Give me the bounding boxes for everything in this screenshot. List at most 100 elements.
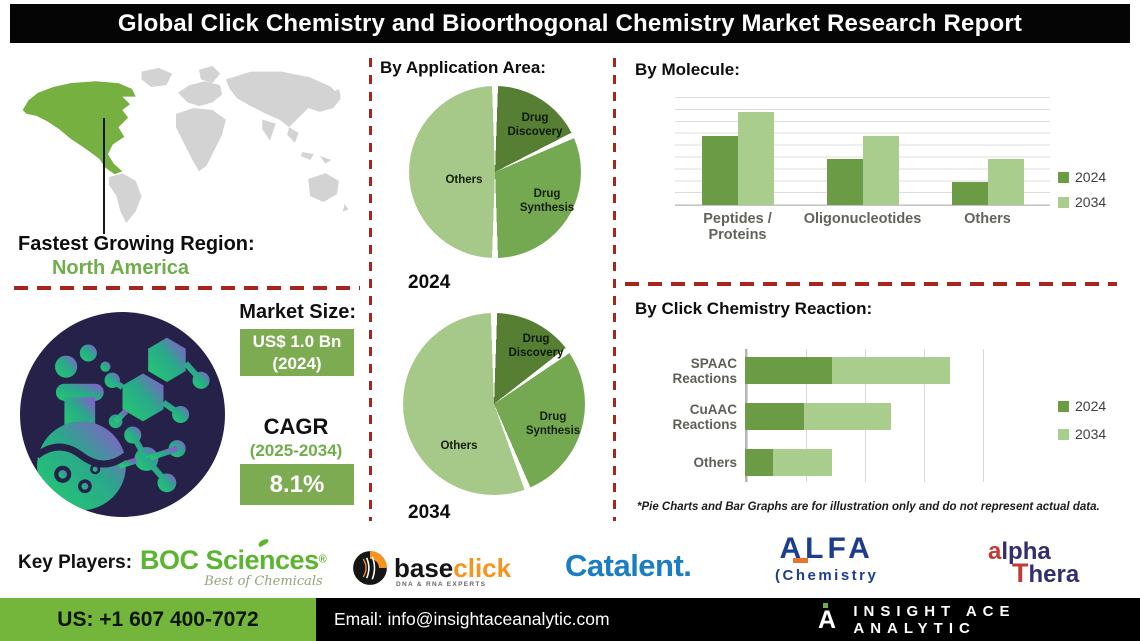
- map-pointer-line: [103, 118, 105, 234]
- segment-2024: [745, 449, 774, 476]
- legend-item-2024: 2024: [1058, 398, 1106, 414]
- bar-group-2: [925, 97, 1050, 205]
- pie-year-2034: 2034: [408, 502, 451, 523]
- brand-name: INSIGHT ACE ANALYTIC: [853, 603, 1016, 637]
- legend-label: 2024: [1075, 169, 1107, 185]
- divider-horizontal-left: [14, 286, 360, 290]
- pie-slice-label: Others: [445, 174, 483, 187]
- cagr-period: (2025-2034): [249, 441, 343, 460]
- legend-item-2024: 2024: [1058, 169, 1106, 185]
- legend-label: 2024: [1075, 398, 1107, 414]
- fastest-region-label: Fastest Growing Region:: [18, 233, 255, 255]
- logo-green-dot: [823, 603, 828, 608]
- divider-horizontal-right: [625, 282, 1117, 286]
- reaction-bar-chart: SPAAC Reactions CuAAC Reactions Others: [625, 356, 985, 495]
- footer-bar: US: +1 607 400-7072 Email: info@insighta…: [0, 598, 1140, 641]
- molecule-legend: 2024 2034: [1058, 169, 1106, 210]
- bar-2024: [951, 182, 988, 205]
- divider-vertical-right: [613, 58, 616, 521]
- reaction-row-label: Others: [693, 455, 737, 470]
- world-map: [15, 58, 360, 230]
- pie-slice-label: Drug Synthesis: [519, 188, 575, 214]
- market-size-value: US$ 1.0 Bn: [252, 332, 342, 352]
- molecule-category-labels: Peptides / Proteins Oligonucleotides Other…: [675, 211, 1050, 243]
- world-map-svg: [22, 65, 349, 224]
- alphathera-lpha: lpha: [1001, 538, 1051, 565]
- legend-item-2034: 2034: [1058, 426, 1106, 442]
- bar-2024: [701, 135, 738, 205]
- baseclick-base: base: [394, 553, 454, 583]
- alphathera-alpha-glyph: a: [988, 538, 1002, 565]
- market-size-heading: Market Size:: [239, 301, 356, 323]
- application-section-heading: By Application Area:: [380, 58, 546, 77]
- cagr-value-box: 8.1%: [240, 464, 354, 505]
- alfa-paren: (: [775, 567, 783, 584]
- logo-baseclick: baseclick DNA & RNA EXPERTS: [352, 550, 512, 588]
- logo-catalent: Catalent.: [565, 548, 692, 583]
- reaction-row-1: CuAAC Reactions: [625, 401, 985, 432]
- segment-2034: [804, 403, 892, 430]
- alphathera-hera: hera: [1028, 561, 1080, 589]
- baseclick-tagline: DNA & RNA EXPERTS: [396, 581, 487, 588]
- fastest-region-value: North America: [51, 257, 190, 279]
- pie-application-2024: Drug Discovery Drug Synthesis Others: [409, 86, 581, 258]
- market-size-year: (2024): [272, 353, 322, 373]
- segment-2034: [773, 449, 833, 476]
- page-title: Global Click Chemistry and Bioorthogonal…: [117, 9, 1023, 37]
- legend-label: 2034: [1075, 426, 1107, 442]
- pie-slice-label: Drug Synthesis: [525, 411, 581, 437]
- reaction-legend: 2024 2034: [1058, 398, 1106, 442]
- alfa-chemistry-text: Chemistry: [782, 567, 879, 584]
- reaction-row-2: Others: [625, 449, 985, 476]
- footer-email: Email: info@insightaceanalytic.com: [334, 609, 610, 629]
- market-size-value-box: US$ 1.0 Bn (2024): [240, 329, 354, 376]
- bar-group-1: [800, 97, 925, 205]
- legend-swatch-2024: [1058, 171, 1069, 183]
- reaction-row-track: [745, 449, 981, 476]
- alphathera-t-glyph: T: [1012, 558, 1029, 589]
- bar-group-0: [675, 97, 800, 205]
- alfa-wordmark: ALFA: [779, 532, 874, 565]
- segment-2024: [745, 403, 804, 430]
- bar-2034: [862, 135, 899, 205]
- molecule-section-heading: By Molecule:: [635, 60, 740, 79]
- pie-application-2034: Drug Discovery Drug Synthesis Others: [403, 313, 585, 495]
- north-america-highlight: [22, 81, 136, 175]
- reaction-section-heading: By Click Chemistry Reaction:: [635, 299, 873, 318]
- logo-alfa-chemistry: ALFA (Chemistry: [775, 532, 879, 585]
- pie-year-2024: 2024: [408, 272, 451, 293]
- category-label: Peptides / Proteins: [703, 211, 772, 243]
- reaction-row-track: [745, 357, 981, 384]
- reaction-row-track: [745, 403, 981, 430]
- alfa-orange-accent: [793, 558, 808, 563]
- segment-2034: [832, 357, 951, 384]
- key-players-label: Key Players:: [18, 552, 133, 573]
- legend-label: 2034: [1075, 194, 1107, 210]
- bar-2034: [987, 158, 1024, 205]
- logo-boc-sciences: BOC Sciences® Best of Chemicals: [140, 537, 327, 589]
- cagr-label: CAGR: [263, 414, 329, 439]
- phone-number: US: +1 607 400-7072: [57, 607, 259, 631]
- boc-name: BOC Sciences: [140, 545, 319, 575]
- boc-tagline: Best of Chemicals: [204, 574, 323, 589]
- baseclick-icon: [353, 551, 387, 585]
- flask-badge: [20, 312, 225, 517]
- segment-2024: [745, 357, 833, 384]
- logo-letter: A: [818, 606, 837, 634]
- reaction-row-label: CuAAC Reactions: [672, 401, 737, 432]
- footer-phone-block: US: +1 607 400-7072: [0, 598, 316, 641]
- reaction-row-0: SPAAC Reactions: [625, 356, 985, 386]
- disclaimer-note: *Pie Charts and Bar Graphs are for illus…: [637, 501, 1100, 513]
- baseclick-click: click: [453, 553, 512, 583]
- pie-slice-label: Drug Discovery: [508, 333, 564, 359]
- legend-swatch-2034: [1058, 428, 1069, 440]
- bar-2034: [737, 112, 774, 205]
- footer-brand: A INSIGHT ACE ANALYTIC: [818, 603, 1140, 637]
- cagr-value: 8.1%: [269, 470, 325, 498]
- category-label: Oligonucleotides: [803, 211, 922, 227]
- flask-molecule-icon: [35, 337, 210, 511]
- pie-slice-label: Others: [440, 440, 478, 453]
- molecule-bar-chart: [675, 97, 1050, 206]
- legend-swatch-2024: [1058, 400, 1069, 412]
